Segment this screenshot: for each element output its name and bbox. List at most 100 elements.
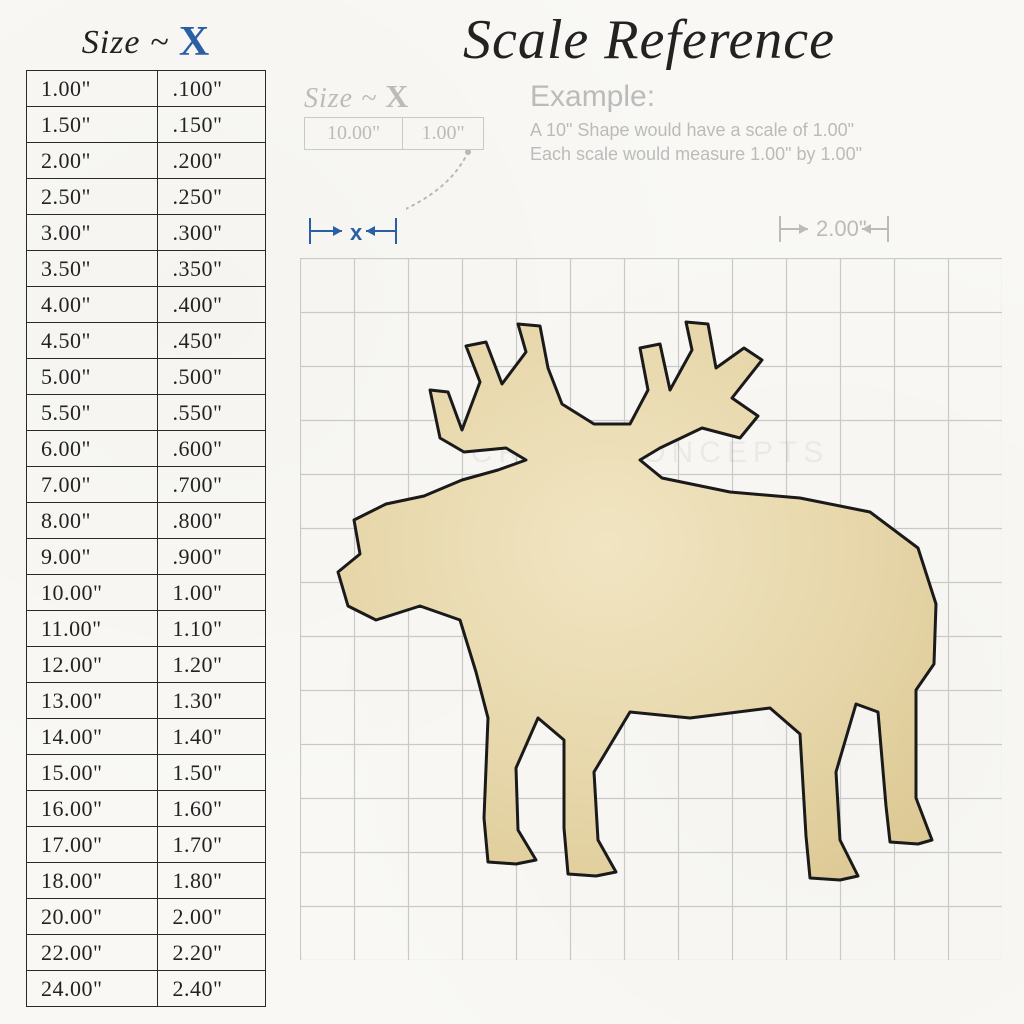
table-row: 4.00".400": [27, 287, 266, 323]
scale-cell: 1.70": [158, 827, 266, 863]
mini-size-block: Size ~ X 10.00" 1.00": [304, 78, 504, 150]
mini-size-table: 10.00" 1.00": [304, 117, 484, 150]
size-cell: 12.00": [27, 647, 158, 683]
table-row: 5.00".500": [27, 359, 266, 395]
scale-cell: .250": [158, 179, 266, 215]
size-cell: 24.00": [27, 971, 158, 1007]
x-marker-label: x: [350, 220, 362, 246]
table-row: 24.00"2.40": [27, 971, 266, 1007]
scale-cell: 1.00": [158, 575, 266, 611]
scale-cell: .400": [158, 287, 266, 323]
scale-cell: .300": [158, 215, 266, 251]
scale-cell: .100": [158, 71, 266, 107]
size-cell: 7.00": [27, 467, 158, 503]
table-row: 2.00".200": [27, 143, 266, 179]
table-row: 22.00"2.20": [27, 935, 266, 971]
page-title: Scale Reference: [290, 8, 1008, 72]
mini-size-title: Size ~ X: [304, 78, 504, 115]
mini-cell-scale: 1.00": [403, 118, 484, 150]
scale-cell: 1.50": [158, 755, 266, 791]
size-cell: 4.00": [27, 287, 158, 323]
table-row: 1.00".100": [27, 71, 266, 107]
table-row: 20.00"2.00": [27, 899, 266, 935]
size-sep: ~: [141, 24, 179, 61]
table-row: 3.00".300": [27, 215, 266, 251]
table-row: 6.00".600": [27, 431, 266, 467]
table-row: 3.50".350": [27, 251, 266, 287]
example-line1: A 10" Shape would have a scale of 1.00": [530, 118, 1008, 142]
example-row: Size ~ X 10.00" 1.00" Example: A 10" Sha…: [290, 78, 1008, 167]
scale-cell: .700": [158, 467, 266, 503]
size-cell: 14.00": [27, 719, 158, 755]
size-cell: 15.00": [27, 755, 158, 791]
scale-cell: 2.40": [158, 971, 266, 1007]
size-cell: 9.00": [27, 539, 158, 575]
table-row: 5.50".550": [27, 395, 266, 431]
size-cell: 5.00": [27, 359, 158, 395]
table-row: 17.00"1.70": [27, 827, 266, 863]
size-cell: 18.00": [27, 863, 158, 899]
size-cell: 20.00": [27, 899, 158, 935]
size-cell: 1.00": [27, 71, 158, 107]
scale-cell: .900": [158, 539, 266, 575]
size-cell: 8.00": [27, 503, 158, 539]
size-table-title: Size ~ X: [26, 18, 266, 66]
size-cell: 1.50": [27, 107, 158, 143]
size-cell: 6.00": [27, 431, 158, 467]
table-row: 7.00".700": [27, 467, 266, 503]
example-line2: Each scale would measure 1.00" by 1.00": [530, 142, 1008, 166]
scale-cell: .200": [158, 143, 266, 179]
main-area: Scale Reference Size ~ X 10.00" 1.00" Ex…: [290, 8, 1008, 167]
scale-cell: .450": [158, 323, 266, 359]
size-cell: 4.50": [27, 323, 158, 359]
scale-cell: .550": [158, 395, 266, 431]
scale-cell: 1.10": [158, 611, 266, 647]
scale-cell: .600": [158, 431, 266, 467]
two-inch-marker: 2.00": [768, 210, 948, 257]
size-cell: 10.00": [27, 575, 158, 611]
table-row: 10.00"1.00": [27, 575, 266, 611]
table-row: 9.00".900": [27, 539, 266, 575]
scale-cell: .350": [158, 251, 266, 287]
table-row: 13.00"1.30": [27, 683, 266, 719]
mini-size-x: X: [385, 78, 409, 114]
size-x: X: [179, 19, 210, 65]
size-cell: 22.00": [27, 935, 158, 971]
scale-cell: 2.20": [158, 935, 266, 971]
table-row: 16.00"1.60": [27, 791, 266, 827]
size-cell: 2.50": [27, 179, 158, 215]
size-label: Size: [82, 24, 141, 61]
size-cell: 3.50": [27, 251, 158, 287]
scale-cell: 1.40": [158, 719, 266, 755]
table-row: 2.50".250": [27, 179, 266, 215]
example-header: Example:: [530, 80, 1008, 114]
reference-grid: [300, 258, 1002, 960]
table-row: 18.00"1.80": [27, 863, 266, 899]
size-table-block: Size ~ X 1.00".100"1.50".150"2.00".200"2…: [26, 18, 266, 1007]
size-cell: 5.50": [27, 395, 158, 431]
size-cell: 13.00": [27, 683, 158, 719]
size-cell: 16.00": [27, 791, 158, 827]
scale-cell: 2.00": [158, 899, 266, 935]
x-scale-marker: x: [300, 206, 410, 261]
scale-cell: 1.20": [158, 647, 266, 683]
table-row: 11.00"1.10": [27, 611, 266, 647]
mini-size-label: Size: [304, 83, 353, 114]
size-cell: 2.00": [27, 143, 158, 179]
size-table: 1.00".100"1.50".150"2.00".200"2.50".250"…: [26, 70, 266, 1007]
scale-cell: .800": [158, 503, 266, 539]
table-row: 14.00"1.40": [27, 719, 266, 755]
example-text: Example: A 10" Shape would have a scale …: [530, 78, 1008, 167]
mini-cell-size: 10.00": [305, 118, 403, 150]
scale-cell: 1.80": [158, 863, 266, 899]
size-cell: 17.00": [27, 827, 158, 863]
table-row: 1.50".150": [27, 107, 266, 143]
table-row: 15.00"1.50": [27, 755, 266, 791]
scale-cell: .500": [158, 359, 266, 395]
table-row: 8.00".800": [27, 503, 266, 539]
table-row: 4.50".450": [27, 323, 266, 359]
size-cell: 11.00": [27, 611, 158, 647]
scale-cell: .150": [158, 107, 266, 143]
scale-cell: 1.60": [158, 791, 266, 827]
table-row: 12.00"1.20": [27, 647, 266, 683]
